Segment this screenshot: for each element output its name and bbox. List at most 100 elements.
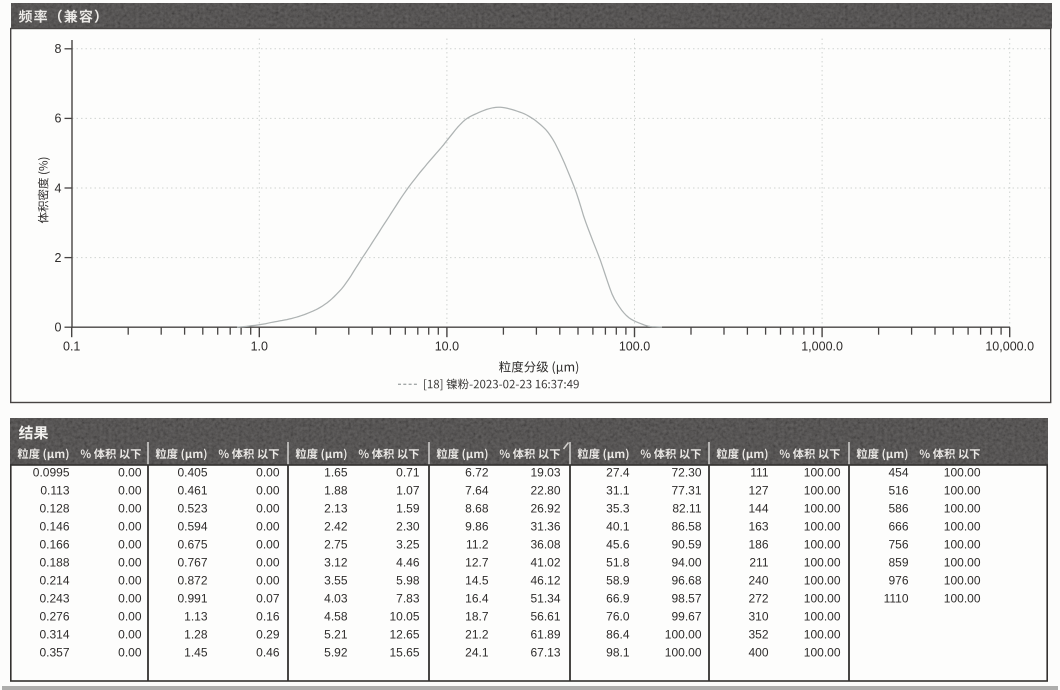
svg-text:15.65: 15.65	[389, 645, 419, 659]
svg-text:5.21: 5.21	[324, 627, 348, 641]
svg-text:1.88: 1.88	[324, 483, 348, 497]
svg-text:240: 240	[748, 573, 768, 587]
svg-text:100.00: 100.00	[804, 537, 841, 551]
svg-text:16.4: 16.4	[465, 591, 489, 605]
svg-text:61.89: 61.89	[530, 627, 560, 641]
svg-text:0.243: 0.243	[39, 591, 69, 605]
svg-text:100.00: 100.00	[804, 573, 841, 587]
svg-text:26.92: 26.92	[530, 501, 560, 515]
svg-text:0.00: 0.00	[256, 501, 280, 515]
svg-text:100.0: 100.0	[619, 340, 650, 354]
svg-text:454: 454	[888, 465, 908, 479]
svg-text:0.00: 0.00	[118, 645, 142, 659]
svg-text:127: 127	[748, 483, 768, 497]
svg-text:31.1: 31.1	[606, 483, 630, 497]
svg-text:12.65: 12.65	[389, 627, 419, 641]
svg-text:1.0: 1.0	[251, 340, 268, 354]
svg-text:98.1: 98.1	[606, 645, 630, 659]
svg-text:0.71: 0.71	[396, 465, 420, 479]
svg-text:14.5: 14.5	[465, 573, 489, 587]
svg-text:3.55: 3.55	[324, 573, 348, 587]
svg-text:41.02: 41.02	[530, 555, 560, 569]
svg-text:46.12: 46.12	[530, 573, 560, 587]
svg-text:2.13: 2.13	[324, 501, 348, 515]
svg-text:100.00: 100.00	[944, 519, 981, 533]
svg-text:0.16: 0.16	[256, 609, 280, 623]
svg-text:66.9: 66.9	[606, 591, 630, 605]
svg-text:2.42: 2.42	[324, 519, 348, 533]
svg-text:186: 186	[748, 537, 768, 551]
svg-text:144: 144	[748, 501, 768, 515]
svg-text:35.3: 35.3	[606, 501, 630, 515]
svg-text:0.767: 0.767	[177, 555, 207, 569]
svg-text:0.00: 0.00	[256, 537, 280, 551]
svg-text:9.86: 9.86	[465, 519, 489, 533]
svg-text:0.00: 0.00	[118, 519, 142, 533]
svg-text:96.68: 96.68	[671, 573, 701, 587]
svg-text:100.00: 100.00	[804, 555, 841, 569]
svg-text:8: 8	[55, 42, 62, 56]
svg-text:586: 586	[888, 501, 908, 515]
svg-text:7.83: 7.83	[396, 591, 420, 605]
svg-text:4: 4	[55, 181, 62, 195]
svg-text:19.03: 19.03	[530, 465, 560, 479]
svg-text:0.07: 0.07	[256, 591, 280, 605]
svg-text:0.00: 0.00	[118, 465, 142, 479]
svg-text:211: 211	[749, 555, 768, 569]
svg-text:4.03: 4.03	[324, 591, 348, 605]
svg-text:86.4: 86.4	[606, 627, 630, 641]
svg-text:0.00: 0.00	[118, 591, 142, 605]
svg-text:12.7: 12.7	[465, 555, 489, 569]
svg-text:0.276: 0.276	[39, 609, 69, 623]
svg-text:0.00: 0.00	[118, 555, 142, 569]
svg-text:0.872: 0.872	[177, 573, 207, 587]
svg-text:0.00: 0.00	[118, 609, 142, 623]
svg-text:0.00: 0.00	[256, 555, 280, 569]
svg-text:0.00: 0.00	[256, 483, 280, 497]
svg-text:21.2: 21.2	[465, 627, 489, 641]
svg-text:5.98: 5.98	[396, 573, 420, 587]
svg-text:100.00: 100.00	[944, 501, 981, 515]
svg-text:859: 859	[888, 555, 908, 569]
svg-text:86.58: 86.58	[671, 519, 701, 533]
svg-text:100.00: 100.00	[944, 483, 981, 497]
svg-text:99.67: 99.67	[671, 609, 701, 623]
svg-text:100.00: 100.00	[804, 519, 841, 533]
svg-text:22.80: 22.80	[530, 483, 560, 497]
svg-text:90.59: 90.59	[671, 537, 701, 551]
svg-text:272: 272	[748, 591, 768, 605]
svg-text:0.146: 0.146	[39, 519, 69, 533]
svg-text:40.1: 40.1	[606, 519, 630, 533]
svg-text:72.30: 72.30	[671, 465, 701, 479]
svg-text:0.594: 0.594	[177, 519, 207, 533]
svg-text:7.64: 7.64	[465, 483, 489, 497]
svg-text:666: 666	[888, 519, 908, 533]
svg-text:0.461: 0.461	[177, 483, 207, 497]
svg-text:0.1: 0.1	[63, 340, 80, 354]
svg-text:0.00: 0.00	[256, 519, 280, 533]
svg-text:51.8: 51.8	[606, 555, 630, 569]
svg-text:0.00: 0.00	[256, 465, 280, 479]
svg-text:1.59: 1.59	[396, 501, 420, 515]
svg-text:100.00: 100.00	[804, 591, 841, 605]
svg-text:10.0: 10.0	[435, 340, 459, 354]
svg-text:100.00: 100.00	[665, 627, 702, 641]
svg-text:0.46: 0.46	[256, 645, 280, 659]
svg-text:100.00: 100.00	[804, 483, 841, 497]
svg-text:27.4: 27.4	[606, 465, 630, 479]
svg-text:2.30: 2.30	[396, 519, 420, 533]
svg-text:0.214: 0.214	[39, 573, 69, 587]
svg-text:4.46: 4.46	[396, 555, 420, 569]
svg-text:0: 0	[55, 321, 62, 335]
svg-text:1.07: 1.07	[396, 483, 420, 497]
svg-text:51.34: 51.34	[530, 591, 560, 605]
svg-text:6.72: 6.72	[465, 465, 489, 479]
svg-text:756: 756	[888, 537, 908, 551]
svg-text:0.675: 0.675	[177, 537, 207, 551]
svg-text:0.188: 0.188	[39, 555, 69, 569]
svg-text:8.68: 8.68	[465, 501, 489, 515]
svg-text:0.0995: 0.0995	[33, 465, 70, 479]
svg-text:100.00: 100.00	[665, 645, 702, 659]
svg-text:56.61: 56.61	[530, 609, 560, 623]
svg-text:6: 6	[55, 112, 62, 126]
